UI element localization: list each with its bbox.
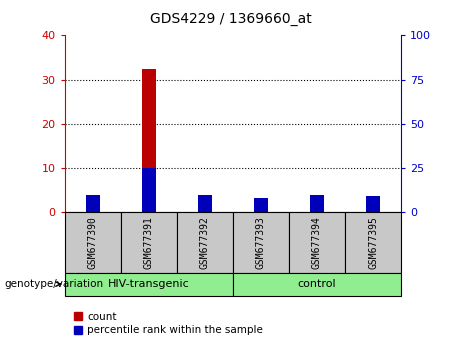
Bar <box>366 201 380 212</box>
Legend: count, percentile rank within the sample: count, percentile rank within the sample <box>70 308 267 339</box>
Text: GSM677390: GSM677390 <box>88 216 98 269</box>
Text: GSM677391: GSM677391 <box>144 216 154 269</box>
Bar <box>254 202 268 212</box>
Text: genotype/variation: genotype/variation <box>5 279 104 289</box>
Bar <box>142 69 156 212</box>
Bar <box>198 195 212 212</box>
Bar <box>198 195 212 212</box>
Bar <box>86 197 100 212</box>
Bar <box>121 212 177 273</box>
Bar <box>142 168 156 212</box>
Text: control: control <box>298 279 336 289</box>
Bar <box>289 212 345 273</box>
Text: HIV-transgenic: HIV-transgenic <box>108 279 189 289</box>
Bar <box>65 273 233 296</box>
Bar <box>345 212 401 273</box>
Bar <box>86 195 100 212</box>
Text: GSM677393: GSM677393 <box>256 216 266 269</box>
Bar <box>254 198 268 212</box>
Bar <box>65 212 121 273</box>
Bar <box>233 273 401 296</box>
Text: GSM677394: GSM677394 <box>312 216 322 269</box>
Text: GSM677392: GSM677392 <box>200 216 210 269</box>
Bar <box>310 195 324 212</box>
Text: GDS4229 / 1369660_at: GDS4229 / 1369660_at <box>150 12 311 27</box>
Bar <box>310 195 324 212</box>
Bar <box>177 212 233 273</box>
Text: GSM677395: GSM677395 <box>368 216 378 269</box>
Bar <box>233 212 289 273</box>
Bar <box>366 196 380 212</box>
